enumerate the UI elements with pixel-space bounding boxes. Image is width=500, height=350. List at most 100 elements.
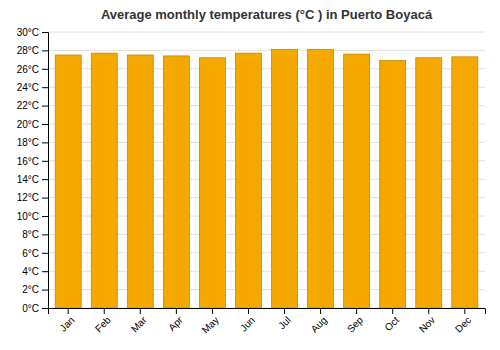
bars — [55, 49, 478, 308]
bar — [380, 61, 406, 308]
x-tick: Oct — [382, 308, 401, 333]
y-tick-label: 6°C — [22, 248, 39, 259]
grid-line — [48, 32, 485, 33]
y-tick-label: 20°C — [17, 119, 39, 130]
y-tick-mark — [42, 106, 48, 107]
x-tick-label: Feb — [93, 314, 113, 334]
x-tick-label: Nov — [417, 314, 437, 334]
y-tick-mark — [42, 271, 48, 272]
y-tick: 12°C — [17, 192, 48, 203]
y-tick: 10°C — [17, 211, 48, 222]
x-axis: Jan Feb Mar Apr May Jun Jul Aug Sep Oct Nov Dec — [49, 308, 486, 336]
y-tick-label: 28°C — [17, 45, 39, 56]
y-tick-mark — [42, 69, 48, 70]
bar — [416, 58, 442, 308]
x-tick: Mar — [129, 308, 149, 334]
x-tick-label: May — [200, 314, 221, 335]
y-tick-label: 14°C — [17, 174, 39, 185]
bar — [452, 57, 478, 308]
y-tick-mark — [42, 308, 48, 309]
bar — [272, 49, 298, 308]
bar — [308, 49, 334, 308]
y-tick-label: 12°C — [17, 192, 39, 203]
y-tick: 14°C — [17, 174, 48, 185]
x-tick: Sep — [345, 308, 366, 335]
x-tick-label: Jan — [57, 314, 76, 333]
y-tick: 8°C — [22, 229, 48, 240]
y-tick-mark — [42, 179, 48, 180]
y-tick-label: 18°C — [17, 137, 39, 148]
y-tick-label: 24°C — [17, 82, 39, 93]
x-tick-mark — [392, 308, 393, 314]
bar — [235, 53, 261, 308]
x-tick-mark — [284, 308, 285, 314]
x-tick-label: Apr — [166, 314, 185, 333]
y-tick-mark — [42, 290, 48, 291]
y-tick-label: 8°C — [22, 229, 39, 240]
x-tick: Jul — [276, 308, 293, 331]
y-tick: 16°C — [17, 156, 48, 167]
x-tick-mark — [464, 308, 465, 314]
x-tick: Aug — [309, 308, 329, 335]
x-tick: Jan — [57, 308, 76, 334]
x-tick-mark — [428, 308, 429, 314]
x-tick-label: Dec — [453, 314, 473, 334]
bar — [163, 56, 189, 308]
grid — [48, 32, 485, 308]
y-tick: 28°C — [17, 45, 48, 56]
y-tick-label: 0°C — [22, 303, 39, 314]
y-tick: 0°C — [22, 303, 48, 314]
grid-line — [48, 50, 485, 51]
y-tick-label: 30°C — [17, 27, 39, 38]
y-tick-label: 22°C — [17, 100, 39, 111]
y-tick-mark — [42, 50, 48, 51]
x-tick: May — [200, 308, 221, 336]
x-tick-label: Mar — [129, 314, 149, 334]
y-tick-label: 4°C — [22, 266, 39, 277]
y-tick: 6°C — [22, 248, 48, 259]
title: Average monthly temperatures (°C ) in Pu… — [101, 7, 433, 22]
bar — [199, 58, 225, 308]
y-tick: 24°C — [17, 82, 48, 93]
y-axis-line — [42, 33, 49, 309]
y-tick: 22°C — [17, 100, 48, 111]
y-tick-mark — [42, 142, 48, 143]
x-tick-label: Oct — [382, 314, 401, 333]
y-tick-mark — [42, 32, 48, 33]
x-tick-label: Jul — [276, 314, 293, 331]
bar — [55, 55, 81, 308]
y-tick-label: 16°C — [17, 156, 39, 167]
y-tick: 20°C — [17, 119, 48, 130]
x-tick-label: Sep — [345, 314, 366, 335]
y-tick-mark — [42, 253, 48, 254]
bar — [91, 53, 117, 308]
y-tick: 30°C — [17, 27, 48, 38]
x-tick-label: Jun — [238, 314, 257, 333]
y-tick-label: 10°C — [17, 211, 39, 222]
y-tick: 18°C — [17, 137, 48, 148]
y-axis: 0°C 2°C 4°C 6°C 8°C 10°C 12°C 14°C 16°C 18°C 20°C 2… — [17, 27, 49, 314]
x-tick-mark — [248, 308, 249, 314]
plot: 0°C 2°C 4°C 6°C 8°C 10°C 12°C 14°C 16°C 18°C 20°C 2… — [17, 27, 486, 336]
y-tick: 2°C — [22, 284, 48, 295]
x-tick-mark — [320, 308, 321, 314]
x-tick: Feb — [93, 308, 113, 334]
y-tick-mark — [42, 161, 48, 162]
x-tick-mark — [356, 308, 357, 314]
y-tick: 26°C — [17, 64, 48, 75]
bar — [344, 54, 370, 308]
bar — [127, 55, 153, 308]
x-tick-label: Aug — [309, 314, 329, 334]
x-tick-mark — [68, 308, 69, 314]
y-tick-mark — [42, 87, 48, 88]
x-tick-mark — [104, 308, 105, 314]
y-tick-mark — [42, 234, 48, 235]
x-tick: Dec — [453, 308, 473, 335]
chart: 0°C 2°C 4°C 6°C 8°C 10°C 12°C 14°C 16°C 18°C 20°C 2… — [0, 0, 500, 350]
y-tick: 4°C — [22, 266, 48, 277]
x-tick: Nov — [417, 308, 437, 335]
y-tick-mark — [42, 124, 48, 125]
y-tick-label: 26°C — [17, 64, 39, 75]
y-tick-label: 2°C — [22, 284, 39, 295]
x-tick: Jun — [238, 308, 257, 334]
